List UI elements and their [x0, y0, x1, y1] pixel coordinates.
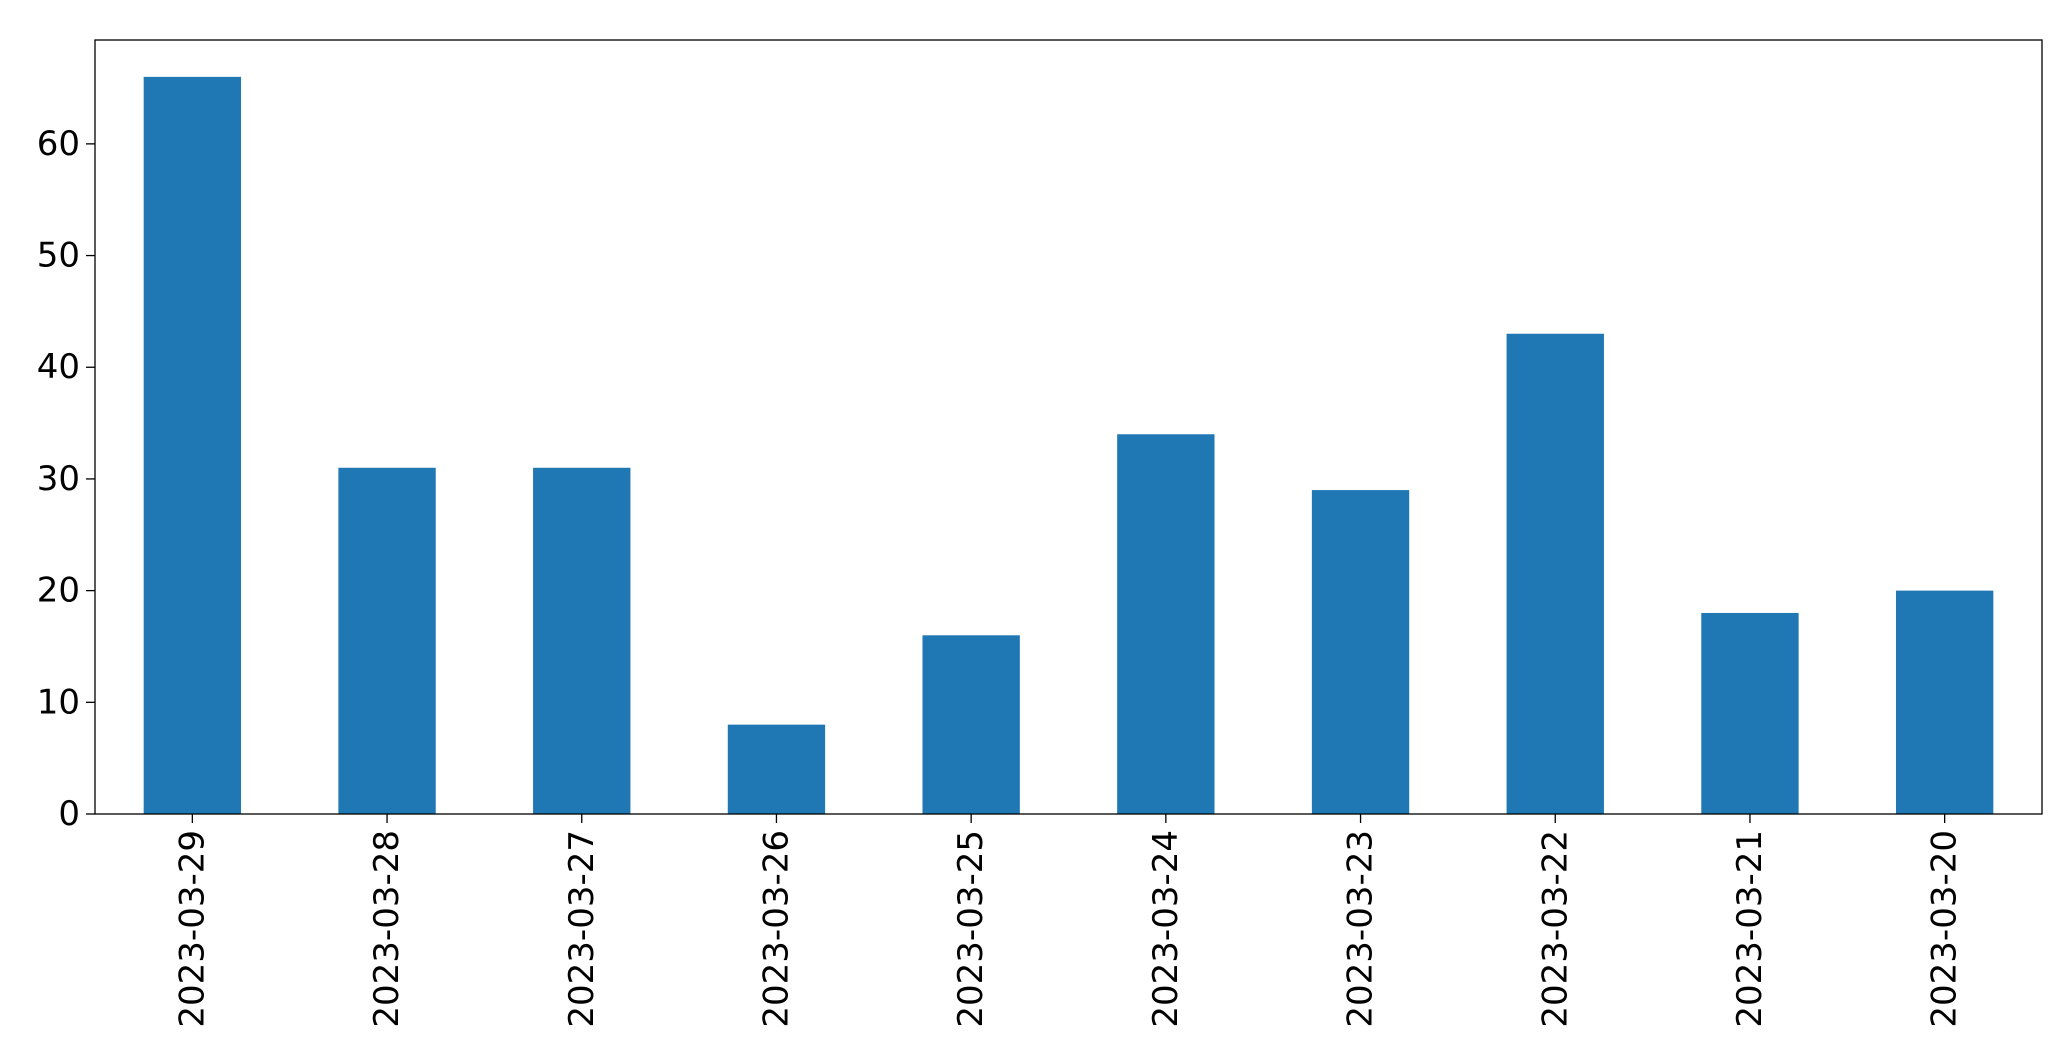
- x-tick-label: 2023-03-26: [756, 830, 796, 1028]
- x-tick-label: 2023-03-28: [367, 830, 407, 1028]
- bar-2023-03-25: [922, 635, 1020, 814]
- y-tick-label: 10: [37, 682, 80, 722]
- bar-2023-03-20: [1895, 590, 1994, 814]
- y-tick-label: 60: [37, 124, 80, 164]
- x-axis: 2023-03-29 2023-03-28 2023-03-27 2023-03-26…: [172, 814, 1965, 1028]
- bar-2023-03-26: [727, 724, 826, 814]
- bars-group: [143, 76, 1994, 815]
- x-tick-label: 2023-03-29: [172, 830, 212, 1028]
- x-tick-label: 2023-03-27: [562, 830, 602, 1028]
- bar-2023-03-28: [338, 467, 436, 814]
- bar-2023-03-24: [1117, 434, 1215, 814]
- y-tick-label: 40: [37, 347, 80, 387]
- x-tick-label: 2023-03-20: [1925, 830, 1965, 1028]
- bar-2023-03-22: [1506, 333, 1604, 814]
- y-tick-label: 50: [37, 236, 80, 276]
- y-tick-label: 30: [37, 459, 80, 499]
- x-tick-label: 2023-03-21: [1730, 830, 1770, 1028]
- bar-2023-03-21: [1701, 612, 1799, 814]
- plot-frame: [94, 39, 2043, 815]
- x-tick-label: 2023-03-22: [1535, 830, 1575, 1028]
- y-tick-label: 20: [37, 571, 80, 611]
- bar-2023-03-29: [143, 76, 242, 815]
- bar-2023-03-23: [1311, 490, 1410, 814]
- x-tick-label: 2023-03-24: [1146, 830, 1186, 1028]
- bar-2023-03-27: [533, 467, 631, 814]
- x-tick-label: 2023-03-25: [951, 830, 991, 1028]
- y-tick-label: 0: [58, 794, 80, 834]
- y-axis: 0 10 20 30 40 50 60: [37, 124, 95, 834]
- x-tick-label: 2023-03-23: [1341, 830, 1381, 1028]
